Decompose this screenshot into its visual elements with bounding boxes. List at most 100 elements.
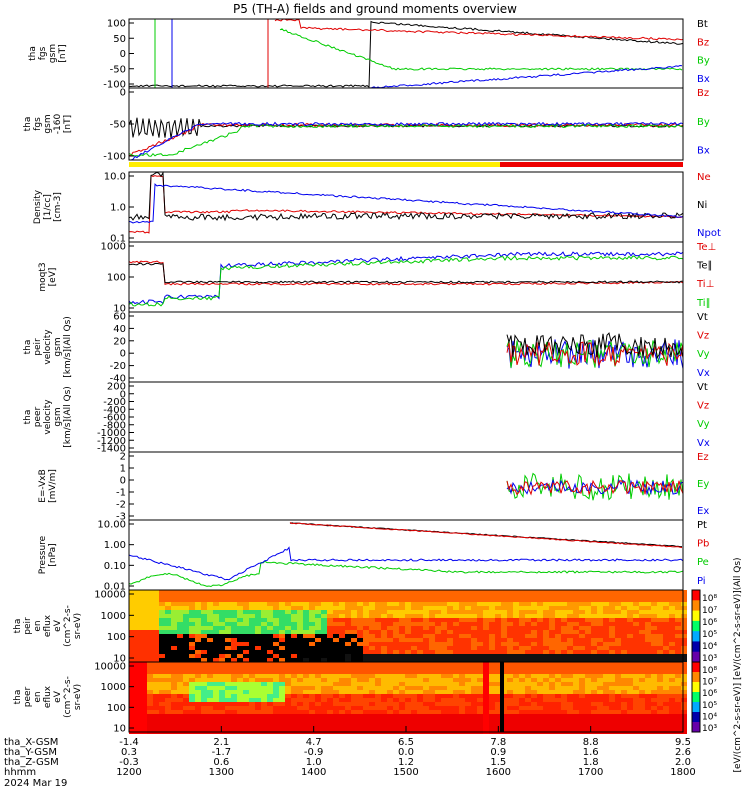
time-row-value: 2.6 xyxy=(675,747,691,758)
y-tick-label: 1.0 xyxy=(110,203,126,214)
legend-Vt: Vt xyxy=(697,312,708,323)
colorbar-cell xyxy=(692,610,700,622)
y-tick-label: 20 xyxy=(113,336,126,347)
y-tick-label: -40 xyxy=(110,374,126,385)
legend-Ni: Ni xyxy=(697,200,707,211)
plot-date: 2024 Mar 19 xyxy=(4,778,67,789)
time-row-value: 1500 xyxy=(393,767,418,778)
colorbar-cell xyxy=(692,641,700,653)
colorbar-tick-label: 10⁸ xyxy=(702,594,717,604)
trace-Ez xyxy=(506,479,684,496)
panel-1-frame xyxy=(128,18,684,89)
panel-5-frame xyxy=(128,311,684,383)
time-row-value: 1400 xyxy=(301,767,326,778)
y-tick-label: 0.01 xyxy=(104,582,126,593)
y-axis-label: gsm xyxy=(43,114,53,133)
legend-Te⊥: Te⊥ xyxy=(696,242,716,253)
trace-Pi xyxy=(128,546,684,581)
y-tick-label: 100 xyxy=(107,703,126,714)
colorbar-cell xyxy=(692,600,700,612)
y-tick-label: 0 xyxy=(120,476,126,487)
time-row-value: 1200 xyxy=(116,767,141,778)
colorbar-tick-label: 10³ xyxy=(702,654,717,664)
legend-Ti⊥: Ti⊥ xyxy=(696,279,714,290)
y-axis-label: gsm xyxy=(53,337,63,356)
y-tick-label: 100 xyxy=(107,273,126,284)
y-tick-label: 10 xyxy=(113,304,126,315)
time-row-value: 1.0 xyxy=(306,757,322,768)
time-row-value: 1.5 xyxy=(490,757,506,768)
colorbar-tick-label: 10⁶ xyxy=(702,689,717,699)
colorbar-cell xyxy=(692,692,700,703)
time-row-value: -0.3 xyxy=(119,757,139,768)
time-row-value: 1.8 xyxy=(583,757,599,768)
y-axis-label: [mV/m] xyxy=(48,469,58,503)
legend-Pe: Pe xyxy=(697,557,709,568)
trace-B160x xyxy=(129,121,684,161)
legend-Vz: Vz xyxy=(697,331,709,342)
trace-B160y xyxy=(128,123,684,157)
trace-Bz xyxy=(274,18,684,41)
legend-Bz: Bz xyxy=(697,37,709,48)
y-axis-label: [nT] xyxy=(63,115,73,133)
y-tick-label: -1 xyxy=(116,488,126,499)
time-row-value: 0.6 xyxy=(213,757,229,768)
colorbar-tick-label: 10⁸ xyxy=(702,666,717,676)
legend-Ez: Ez xyxy=(697,452,709,463)
colorbar-tick-label: 10³ xyxy=(702,724,717,734)
y-axis-label: [1/cc] xyxy=(43,194,53,220)
y-axis-label: [nT] xyxy=(58,44,68,62)
y-tick-label: 1000 xyxy=(101,242,126,253)
y-axis-label: eV xyxy=(53,690,63,703)
orbit-bar-yellow xyxy=(129,162,500,167)
y-axis-label: peer xyxy=(23,686,33,707)
y-tick-label: -200 xyxy=(103,397,126,408)
time-row-value: 0.0 xyxy=(398,747,414,758)
legend-Npot: Npot xyxy=(697,228,721,239)
legend-Pi: Pi xyxy=(697,576,706,587)
y-axis-label: [eV] xyxy=(48,268,58,287)
y-axis-label: Density xyxy=(33,189,43,224)
y-axis-label: fgs xyxy=(38,46,48,60)
colorbar-cell xyxy=(692,722,700,733)
panel-6-frame xyxy=(128,381,684,453)
trace-Ni xyxy=(128,171,684,222)
time-row-value: -1.7 xyxy=(212,747,232,758)
panel-3-frame xyxy=(128,171,684,243)
y-tick-label: -600 xyxy=(103,413,126,424)
trace-Npot xyxy=(128,183,684,224)
y-axis-label: gsm xyxy=(48,44,58,63)
orbit-bar-red xyxy=(500,162,683,167)
colorbar-cell xyxy=(692,651,700,663)
y-tick-label: 10 xyxy=(113,654,126,665)
y-tick-label: 2 xyxy=(120,452,126,463)
y-axis-label: tha xyxy=(23,340,33,355)
y-axis-label: moqt3 xyxy=(38,262,48,291)
legend-Vx: Vx xyxy=(697,438,710,449)
time-row-value: -1.4 xyxy=(119,737,139,748)
y-axis-label: eV xyxy=(53,619,63,632)
y-tick-label: -1000 xyxy=(97,428,126,439)
colorbar-cell xyxy=(692,682,700,693)
legend-Pt: Pt xyxy=(697,520,707,531)
time-row-value: 7.8 xyxy=(490,737,506,748)
y-axis-label: E=-VxB xyxy=(38,469,48,503)
legend-Vy: Vy xyxy=(697,419,710,430)
time-row-label: hhmm xyxy=(4,767,36,778)
colorbar-tick-label: 10⁴ xyxy=(702,712,717,722)
y-tick-label: -800 xyxy=(103,420,126,431)
y-axis-label: velocity xyxy=(43,399,53,435)
ion-spectrogram xyxy=(129,590,687,662)
y-tick-label: 10.0 xyxy=(104,172,126,183)
y-tick-label: 100 xyxy=(107,19,126,30)
time-row-value: 4.7 xyxy=(306,737,322,748)
y-axis-label: tha xyxy=(23,410,33,425)
y-axis-label: velocity xyxy=(43,329,53,365)
y-tick-label: 0.1 xyxy=(110,234,126,245)
y-tick-label: 10000 xyxy=(94,590,126,601)
trace-B160z xyxy=(128,122,684,157)
y-tick-label: -3 xyxy=(116,512,126,523)
y-tick-label: -2 xyxy=(116,500,126,511)
legend-Ti∥: Ti∥ xyxy=(696,298,711,309)
